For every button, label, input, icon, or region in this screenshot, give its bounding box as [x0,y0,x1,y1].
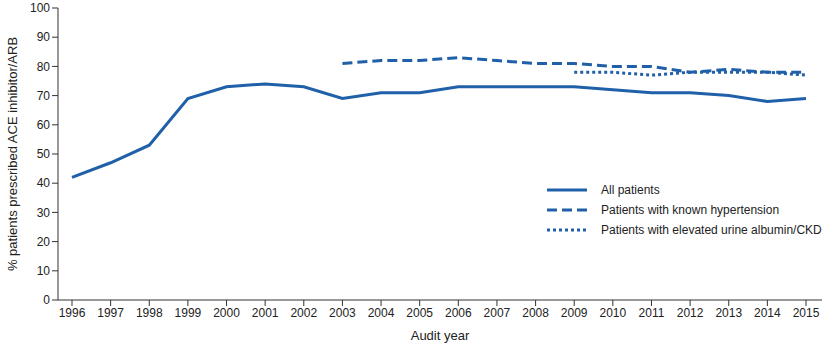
svg-text:30: 30 [37,206,51,220]
svg-text:1996: 1996 [59,306,86,320]
svg-text:2003: 2003 [329,306,356,320]
svg-text:Audit year: Audit year [411,328,470,343]
svg-text:90: 90 [37,30,51,44]
svg-text:60: 60 [37,118,51,132]
svg-text:2011: 2011 [639,306,665,320]
svg-text:80: 80 [37,60,51,74]
svg-text:2009: 2009 [561,306,588,320]
svg-text:70: 70 [37,89,51,103]
svg-text:100: 100 [30,1,50,15]
svg-text:2001: 2001 [252,306,279,320]
svg-text:2015: 2015 [793,306,820,320]
svg-text:2000: 2000 [213,306,240,320]
svg-text:% patients prescribed ACE inhi: % patients prescribed ACE inhibitor/ARB [5,37,20,271]
svg-text:10: 10 [37,264,51,278]
svg-text:0: 0 [43,293,50,307]
svg-text:2002: 2002 [290,306,317,320]
html-text:Patients with known hypertensi: Patients with known hypertension [601,203,780,217]
svg-text:2004: 2004 [368,306,395,320]
svg-text:2007: 2007 [484,306,511,320]
html-text:All patients: All patients [601,183,660,197]
svg-text:2013: 2013 [715,306,742,320]
svg-text:40: 40 [37,176,51,190]
svg-text:2005: 2005 [406,306,433,320]
svg-text:2012: 2012 [677,306,704,320]
svg-text:2008: 2008 [522,306,549,320]
html-text:Patients with elevated urine a: Patients with elevated urine albumin/CKD [601,223,822,237]
svg-text:1999: 1999 [175,306,202,320]
svg-text:2014: 2014 [754,306,781,320]
svg-text:1997: 1997 [97,306,124,320]
svg-text:1998: 1998 [136,306,163,320]
svg-text:2010: 2010 [599,306,626,320]
svg-text:20: 20 [37,235,51,249]
svg-text:50: 50 [37,147,51,161]
svg-text:2006: 2006 [445,306,472,320]
